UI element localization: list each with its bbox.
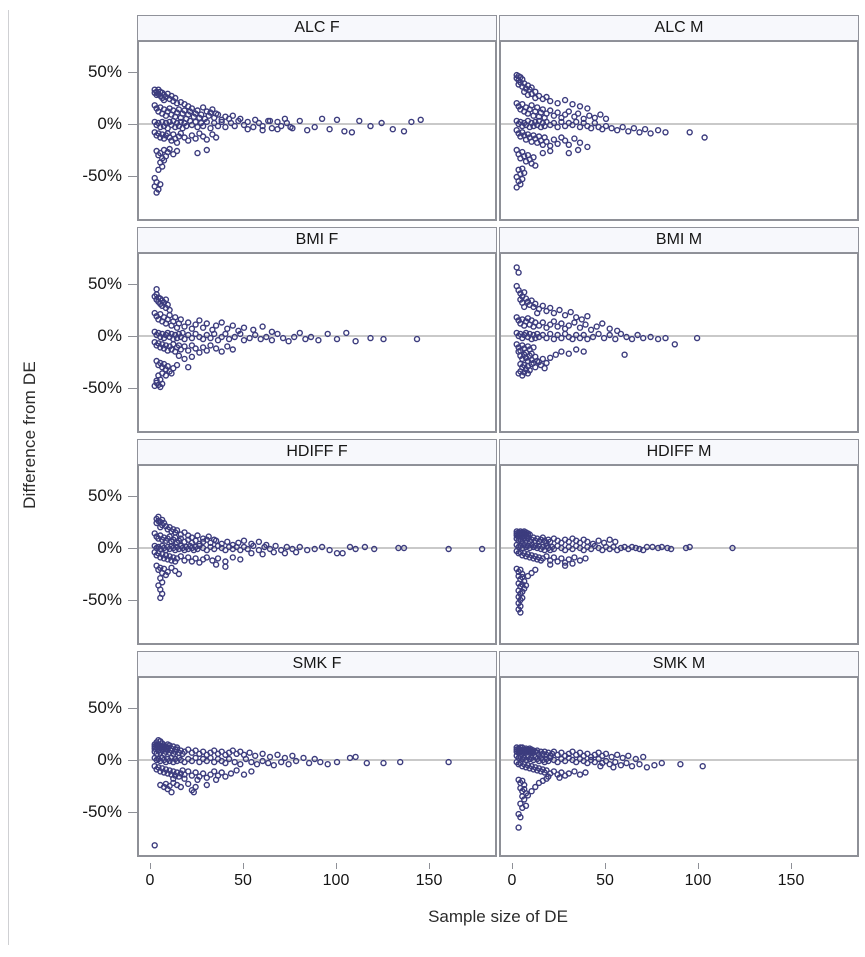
x-tick-mark — [336, 863, 337, 869]
y-tick-mark — [128, 284, 137, 285]
scatter-alc-m — [501, 71, 857, 191]
y-tick-label: -50% — [82, 802, 122, 821]
x-tick-mark — [512, 863, 513, 869]
panel-hdiff-m: HDIFF M — [499, 439, 859, 645]
panel-header-bmi-f: BMI F — [137, 227, 497, 253]
panel-header-smk-m: SMK M — [499, 651, 859, 677]
plot-area-bmi-m — [499, 253, 859, 433]
panel-header-alc-f: ALC F — [137, 15, 497, 41]
y-tick-label: 50% — [87, 62, 122, 81]
x-tick-mark — [150, 863, 151, 869]
x-tick-mark — [605, 863, 606, 869]
y-tick-mark — [128, 72, 137, 73]
x-tick-label: 100 — [684, 872, 712, 889]
x-tick-label: 100 — [322, 872, 350, 889]
panel-header-alc-m: ALC M — [499, 15, 859, 41]
y-tick-mark — [128, 124, 137, 125]
scatter-hdiff-f — [139, 513, 495, 602]
plot-area-smk-f — [137, 677, 497, 857]
x-tick-label: 0 — [507, 872, 517, 889]
y-axis-ticks-hdiff: 50% 0% -50% — [0, 439, 137, 645]
x-tick-mark — [698, 863, 699, 869]
y-tick-label: 50% — [87, 698, 122, 717]
x-tick-mark — [429, 863, 430, 869]
x-tick-mark — [243, 863, 244, 869]
x-axis-left-panel: 0 50 100 150 — [137, 863, 497, 905]
y-tick-label: 0% — [97, 326, 122, 345]
scatter-hdiff-m — [501, 528, 857, 616]
y-tick-label: -50% — [82, 378, 122, 397]
x-tick-label: 0 — [145, 872, 155, 889]
x-tick-label: 150 — [415, 872, 443, 889]
y-tick-mark — [128, 176, 137, 177]
x-tick-mark — [791, 863, 792, 869]
scatter-bmi-m — [501, 264, 857, 379]
y-tick-mark — [128, 812, 137, 813]
y-tick-label: -50% — [82, 166, 122, 185]
y-tick-label: 50% — [87, 274, 122, 293]
scatter-bmi-f — [139, 286, 495, 391]
y-axis-ticks-alc: 50% 0% -50% — [0, 15, 137, 221]
y-tick-mark — [128, 496, 137, 497]
x-axis-title: Sample size of DE — [428, 907, 568, 926]
plot-area-smk-m — [499, 677, 859, 857]
panel-bmi-m: BMI M — [499, 227, 859, 433]
panel-hdiff-f: HDIFF F — [137, 439, 497, 645]
panel-row-hdiff: 50% 0% -50% HDIFF F HDIFF M — [0, 439, 859, 645]
y-tick-mark — [128, 548, 137, 549]
y-axis-ticks-bmi: 50% 0% -50% — [0, 227, 137, 433]
y-tick-mark — [128, 708, 137, 709]
y-tick-label: 0% — [97, 750, 122, 769]
scatter-smk-m — [501, 744, 857, 831]
scatter-alc-f — [139, 86, 495, 196]
panel-row-alc: 50% 0% -50% ALC F ALC M — [0, 15, 859, 221]
x-tick-label: 50 — [234, 872, 252, 889]
panel-header-smk-f: SMK F — [137, 651, 497, 677]
x-axis-right-panel: 0 50 100 150 — [499, 863, 859, 905]
y-tick-label: -50% — [82, 590, 122, 609]
panel-smk-m: SMK M — [499, 651, 859, 857]
panel-header-hdiff-f: HDIFF F — [137, 439, 497, 465]
y-tick-mark — [128, 336, 137, 337]
plot-area-hdiff-f — [137, 465, 497, 645]
panel-row-smk: 50% 0% -50% SMK F SMK M — [0, 651, 859, 857]
plot-area-alc-f — [137, 41, 497, 221]
y-tick-label: 0% — [97, 114, 122, 133]
y-axis-ticks-smk: 50% 0% -50% — [0, 651, 137, 857]
y-tick-label: 0% — [97, 538, 122, 557]
panel-smk-f: SMK F — [137, 651, 497, 857]
x-axis-spacer — [0, 863, 137, 905]
y-tick-label: 50% — [87, 486, 122, 505]
y-tick-mark — [128, 388, 137, 389]
plot-area-alc-m — [499, 41, 859, 221]
panel-header-bmi-m: BMI M — [499, 227, 859, 253]
x-tick-label: 150 — [777, 872, 805, 889]
plot-area-bmi-f — [137, 253, 497, 433]
panel-alc-f: ALC F — [137, 15, 497, 221]
x-tick-label: 50 — [596, 872, 614, 889]
x-axis: 0 50 100 150 0 50 100 150 — [0, 863, 859, 905]
panel-grid: 50% 0% -50% ALC F ALC M 50% 0% -50% — [0, 15, 859, 927]
scatter-smk-f — [139, 737, 495, 849]
panel-header-hdiff-m: HDIFF M — [499, 439, 859, 465]
plot-area-hdiff-m — [499, 465, 859, 645]
y-tick-mark — [128, 760, 137, 761]
panel-row-bmi: 50% 0% -50% BMI F BMI M — [0, 227, 859, 433]
y-tick-mark — [128, 600, 137, 601]
panel-bmi-f: BMI F — [137, 227, 497, 433]
panel-alc-m: ALC M — [499, 15, 859, 221]
left-edge-rule — [8, 10, 9, 945]
